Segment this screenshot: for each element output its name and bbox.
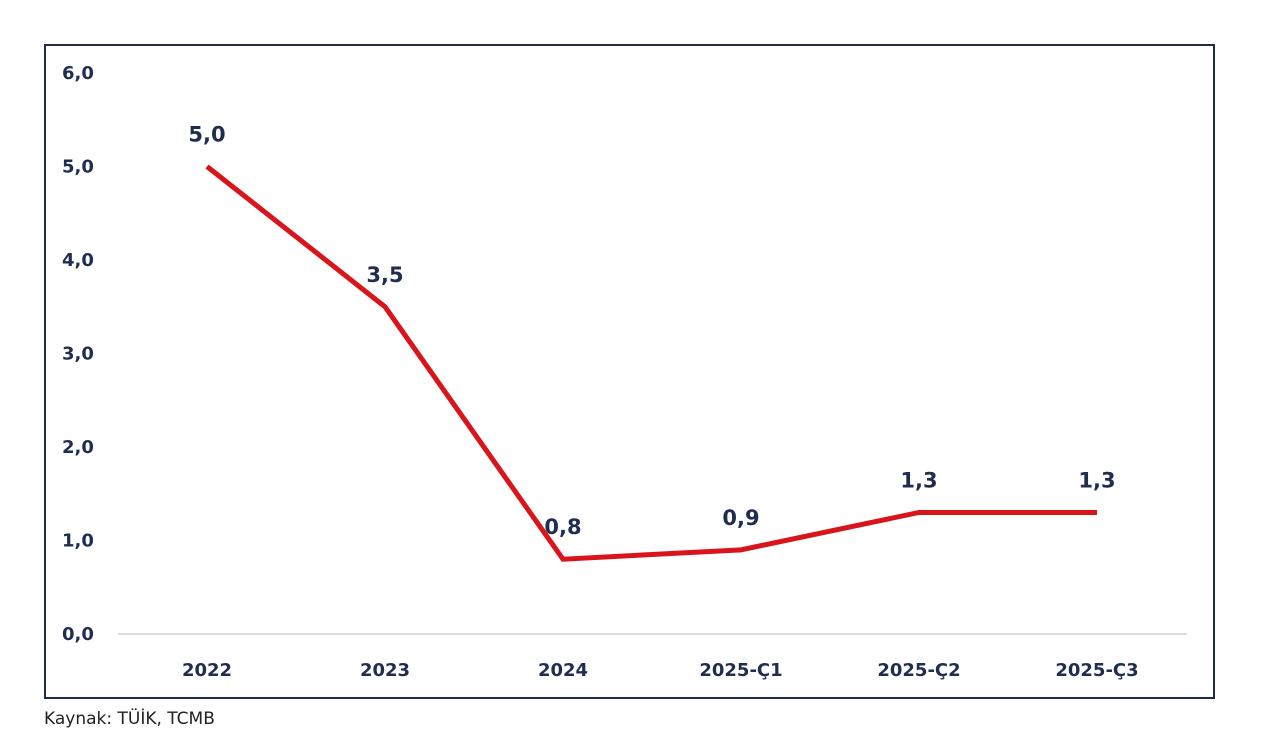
y-tick-label: 2,0 [62, 437, 94, 458]
x-tick-label: 2025-Ç1 [699, 660, 782, 681]
x-tick-label: 2023 [360, 660, 410, 681]
data-label: 0,9 [722, 506, 759, 530]
series-line [207, 167, 1097, 560]
data-label: 1,3 [1078, 468, 1115, 492]
data-label: 3,5 [366, 263, 403, 287]
y-tick-label: 0,0 [62, 624, 94, 645]
x-tick-label: 2022 [182, 660, 232, 681]
y-tick-label: 1,0 [62, 531, 94, 552]
source-note: Kaynak: TÜİK, TCMB [44, 709, 215, 729]
data-label: 1,3 [900, 468, 937, 492]
x-tick-label: 2024 [538, 660, 588, 681]
data-label: 0,8 [544, 515, 581, 539]
data-label: 5,0 [188, 123, 225, 147]
y-tick-label: 4,0 [62, 250, 94, 271]
y-tick-label: 5,0 [62, 157, 94, 178]
y-tick-label: 6,0 [62, 63, 94, 84]
x-tick-label: 2025-Ç3 [1055, 660, 1138, 681]
x-tick-label: 2025-Ç2 [877, 660, 960, 681]
y-tick-label: 3,0 [62, 344, 94, 365]
